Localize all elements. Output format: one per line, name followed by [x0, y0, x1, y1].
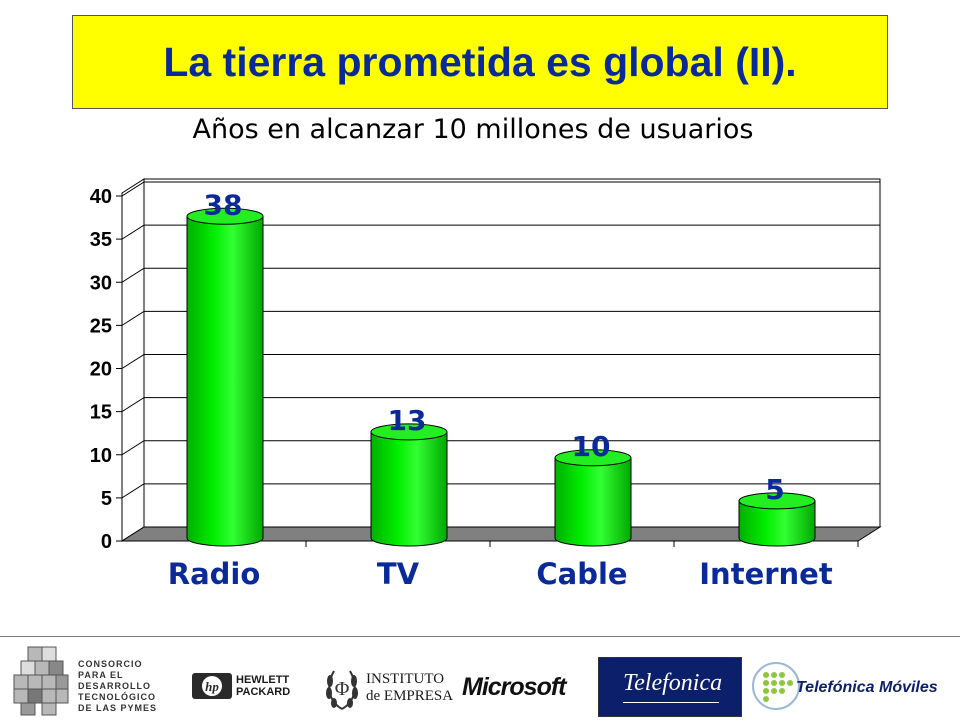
consortium-line-1: CONSORCIO [78, 659, 143, 669]
telefonica-moviles-text: Telefónica Móviles [796, 679, 938, 696]
gridline [121, 181, 880, 197]
gridline [121, 310, 880, 326]
svg-text:Φ: Φ [335, 678, 350, 700]
consortium-logo: CONSORCIO PARA EL DESARROLLO TECNOLÓGICO… [8, 645, 158, 717]
y-tick-label: 5 [101, 488, 112, 510]
y-tick-label: 25 [90, 315, 112, 337]
hp-icon: hp [192, 673, 232, 699]
bar-tv [370, 431, 448, 547]
gridline [121, 483, 880, 499]
instituto-line-1: INSTITUTO [366, 671, 445, 687]
y-tick-label: 15 [90, 402, 112, 424]
bar-chart: Años en alcanzar 10 millones de usuarios… [90, 114, 882, 591]
telefonica-logo: Telefonica [598, 657, 742, 717]
slide-title-box: La tierra prometida es global (II). [72, 15, 888, 109]
y-tick-label: 40 [90, 186, 112, 208]
bar-top-tv [370, 423, 448, 441]
gridline [121, 224, 880, 240]
data-label: 5 [765, 473, 784, 506]
bar-radio [186, 215, 264, 547]
consortium-line-3: DESARROLLO [78, 681, 151, 691]
category-label: Internet [699, 557, 833, 591]
telefonica-moviles-icon [752, 662, 800, 710]
bar-internet [738, 500, 816, 547]
consortium-logo-text: CONSORCIO PARA EL DESARROLLO TECNOLÓGICO… [78, 659, 157, 714]
telefonica-icon: Telefonica [623, 670, 723, 696]
data-label: 38 [204, 188, 243, 221]
consortium-line-4: TECNOLÓGICO [78, 692, 156, 702]
consortium-line-2: PARA EL [78, 670, 124, 680]
category-label: TV [377, 557, 420, 591]
bar-top-radio [186, 207, 264, 225]
y-tick-label: 30 [90, 272, 112, 294]
slide-title: La tierra prometida es global (II). [163, 38, 797, 85]
category-label: Cable [536, 557, 627, 591]
gridline [121, 397, 880, 413]
consortium-line-5: DE LAS PYMES [78, 703, 158, 713]
hp-line-1: HEWLETT [236, 674, 290, 686]
microsoft-logo: Microsoft [462, 673, 594, 703]
gridline [121, 267, 880, 283]
y-tick-label: 0 [101, 531, 112, 553]
cubes-icon [13, 646, 69, 716]
data-label: 10 [572, 430, 611, 463]
chart-side-wall [121, 178, 145, 542]
microsoft-icon: Microsoft [462, 673, 566, 701]
laurel-icon: Φ [326, 670, 358, 710]
bar-cable [554, 457, 632, 547]
telefonica-underline [623, 702, 719, 703]
y-tick-label: 10 [90, 445, 112, 467]
instituto-line-2: de EMPRESA [366, 688, 454, 704]
chart-title: Años en alcanzar 10 millones de usuarios [192, 114, 753, 145]
category-label: Radio [168, 557, 261, 591]
gridline [121, 354, 880, 369]
hp-line-2: PACKARD [236, 686, 291, 698]
hp-logo: hp HEWLETT PACKARD [192, 673, 320, 703]
y-tick-label: 20 [90, 359, 112, 381]
hp-logo-text: HEWLETT PACKARD [236, 674, 290, 698]
bar-top-internet [738, 492, 816, 510]
data-label: 13 [388, 404, 427, 437]
instituto-empresa-logo: Φ INSTITUTO de EMPRESA [322, 659, 454, 715]
instituto-logo-text: INSTITUTO de EMPRESA [366, 671, 453, 705]
footer-divider [0, 636, 960, 637]
svg-text:hp: hp [205, 679, 219, 694]
gridline [121, 440, 880, 456]
bar-top-cable [554, 449, 632, 467]
sponsor-logos: CONSORCIO PARA EL DESARROLLO TECNOLÓGICO… [0, 637, 960, 720]
telefonica-moviles-logo: Telefónica Móviles [752, 661, 960, 715]
y-tick-label: 35 [90, 229, 112, 251]
